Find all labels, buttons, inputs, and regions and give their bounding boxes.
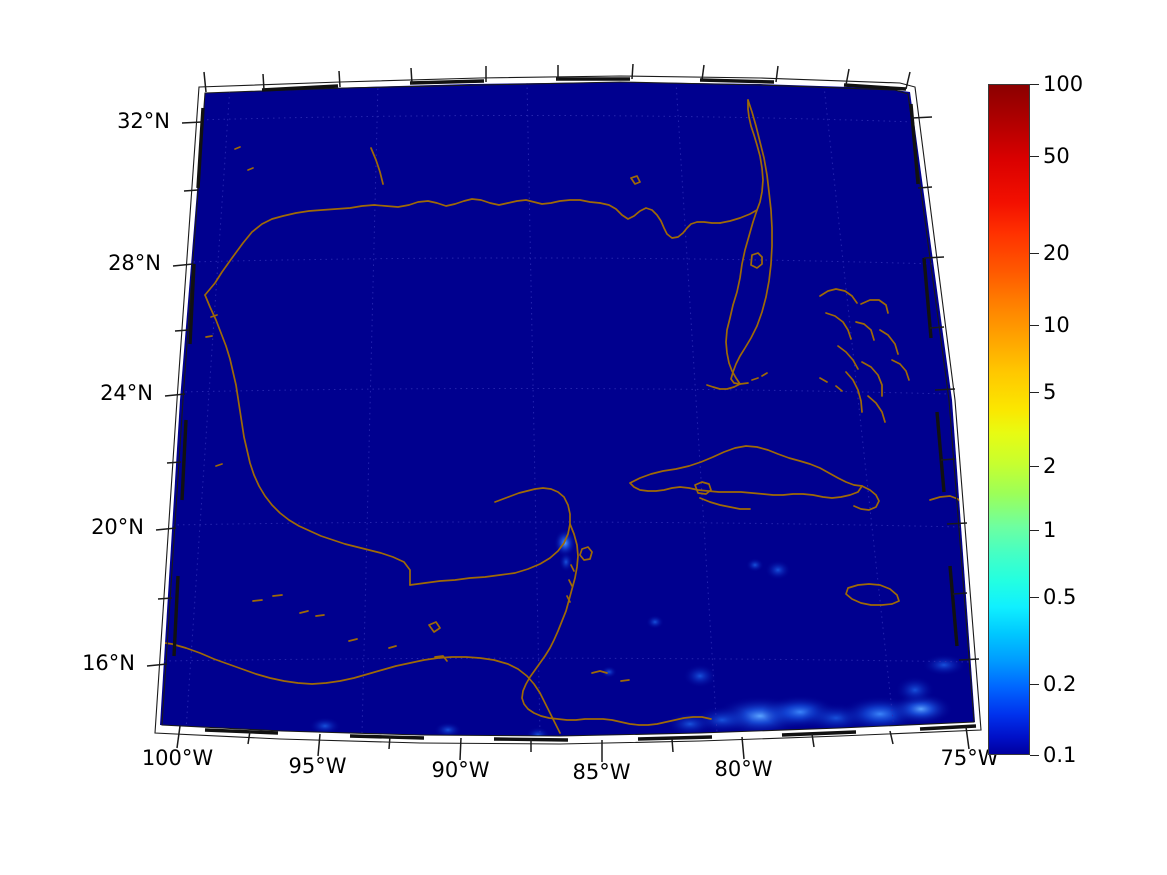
colorbar-tick-5 [1030, 392, 1039, 393]
lon-tick-label-75W: 75°W [940, 746, 999, 770]
colorbar-label-2: 2 [1043, 454, 1057, 478]
colorbar-label-0.2: 0.2 [1043, 672, 1077, 696]
lat-tick-label-16N: 16°N [82, 651, 135, 675]
colorbar-tick-50 [1030, 156, 1039, 157]
lat-tick-label-24N: 24°N [100, 381, 153, 405]
colorbar-tick-10 [1030, 325, 1039, 326]
colorbar-label-50: 50 [1043, 144, 1070, 168]
colorbar-label-10: 10 [1043, 313, 1070, 337]
colorbar-label-0.1: 0.1 [1043, 743, 1077, 767]
lon-tick-label-100W: 100°W [141, 746, 214, 770]
coastline-layer [160, 99, 964, 734]
colorbar-tick-100 [1030, 84, 1039, 85]
colorbar-label-5: 5 [1043, 380, 1057, 404]
map-data-layer [160, 82, 975, 736]
colorbar-tick-1 [1030, 530, 1039, 531]
axis-ticks [146, 63, 980, 762]
colorbar-tick-0.5 [1030, 597, 1039, 598]
colorbar-label-100: 100 [1043, 72, 1084, 96]
colorbar-tick-0.1 [1030, 755, 1039, 756]
colorbar-label-20: 20 [1043, 241, 1070, 265]
frame-ruler-segments [172, 77, 977, 742]
lat-tick-label-20N: 20°N [91, 515, 144, 539]
map-frame [154, 75, 982, 745]
lon-tick-label-85W: 85°W [572, 760, 631, 784]
colorbar-label-1: 1 [1043, 518, 1057, 542]
colorbar-gradient [988, 84, 1030, 755]
lon-tick-label-95W: 95°W [288, 754, 347, 778]
colorbar-label-0.5: 0.5 [1043, 585, 1077, 609]
lat-tick-label-28N: 28°N [108, 251, 161, 275]
lon-tick-label-90W: 90°W [431, 758, 490, 782]
graticule [163, 82, 973, 736]
lon-tick-label-80W: 80°W [714, 757, 773, 781]
colorbar-tick-20 [1030, 253, 1039, 254]
lat-tick-label-32N: 32°N [117, 109, 170, 133]
colorbar-tick-2 [1030, 466, 1039, 467]
colorbar-tick-0.2 [1030, 684, 1039, 685]
